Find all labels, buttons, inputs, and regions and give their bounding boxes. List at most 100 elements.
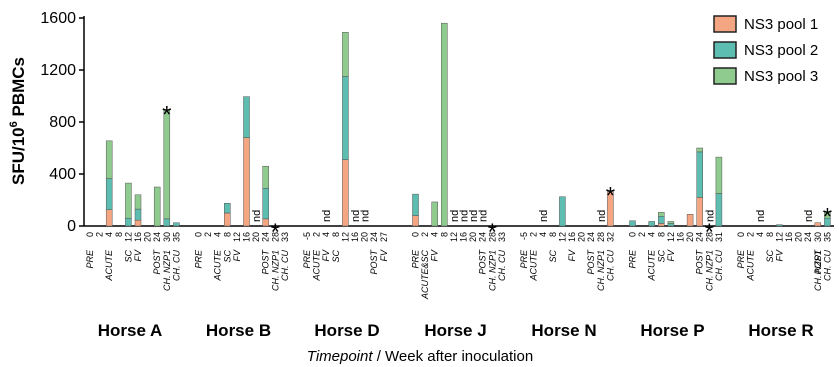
x-axis-title-italic: Timepoint [307, 348, 374, 365]
week-tick-label: -5 [302, 232, 312, 240]
week-tick-label: 8 [765, 232, 775, 237]
bar-segment-pool-1 [262, 218, 269, 227]
week-tick-label: 24 [586, 232, 596, 242]
timepoint-annotation: FV [430, 249, 440, 261]
bar-segment-pool-2 [134, 208, 142, 221]
week-tick-label: 16 [459, 232, 469, 242]
week-tick-label: 12 [774, 232, 784, 242]
bar-segment-pool-3 [696, 147, 703, 153]
bar-segment-pool-2 [173, 222, 180, 227]
week-tick-label: 8 [114, 232, 124, 237]
week-tick-label: 2 [746, 232, 756, 237]
week-tick-label: 4 [104, 232, 114, 237]
y-axis-title-main: SFU/10 [9, 127, 28, 185]
bar-segment-pool-2 [105, 178, 113, 211]
timepoint-annotation: PRE [519, 249, 529, 269]
bar-segment-pool-3 [262, 165, 269, 189]
timepoint-annotation: PRE [194, 249, 204, 269]
week-tick-label: 24 [369, 232, 379, 242]
week-tick-label: 20 [360, 232, 370, 242]
bar-segment-pool-1 [412, 215, 419, 227]
bar-segment-pool-2 [243, 96, 250, 138]
nd-label: nd [538, 210, 550, 222]
week-tick-label: 28 [270, 232, 280, 242]
week-tick-label: 12 [557, 232, 567, 242]
timepoint-annotation: CH. CU [714, 250, 724, 281]
horse-name-label: Horse P [640, 321, 704, 340]
timepoint-annotation: POST [261, 249, 271, 275]
bar-segment-pool-1 [243, 137, 250, 227]
legend-label: NS3 pool 1 [744, 16, 818, 33]
week-tick-label: 20 [577, 232, 587, 242]
legend-label: NS3 pool 3 [744, 68, 818, 85]
legend-swatch [713, 41, 737, 59]
bar-segment-pool-2 [696, 151, 703, 198]
week-tick-label: 24 [152, 232, 162, 242]
timepoint-annotation: CH. NZP1 [162, 250, 172, 291]
week-tick-label: 35 [822, 232, 832, 242]
nd-label: nd [755, 210, 767, 222]
timepoint-annotation: FV [133, 249, 143, 261]
week-tick-label: 8 [548, 232, 558, 237]
significance-star: * [162, 101, 171, 128]
legend-swatch [713, 67, 737, 85]
week-tick-label: -5 [519, 232, 529, 240]
bar-segment-pool-1 [342, 159, 349, 227]
week-tick-label: 24 [478, 232, 488, 242]
bar-segment-pool-1 [607, 191, 614, 227]
week-tick-label: 16 [133, 232, 143, 242]
timepoint-annotation: ACUTE [647, 249, 657, 281]
horse-name-label: Horse A [98, 321, 163, 340]
week-tick-label: 2 [637, 232, 647, 237]
horse-name-label: Horse J [424, 321, 486, 340]
timepoint-annotation: SC [222, 250, 232, 263]
week-tick-label: 24 [695, 232, 705, 242]
timepoint-annotation: CH. CU [171, 250, 181, 281]
nd-label: nd [803, 210, 815, 222]
legend-label: NS3 pool 2 [744, 42, 818, 59]
timepoint-annotation: ACUTE [104, 249, 114, 281]
timepoint-annotation: FV [774, 249, 784, 261]
week-tick-label: 4 [321, 232, 331, 237]
bar-segment-pool-3 [441, 22, 448, 227]
bar-segment-pool-2 [658, 216, 665, 224]
bar-segment-pool-2 [262, 188, 269, 220]
y-axis-title: SFU/106 PBMCs [8, 57, 28, 185]
significance-star: * [606, 183, 615, 210]
significance-star: * [823, 203, 832, 230]
bar-segment-pool-3 [105, 140, 113, 179]
bar-segment-pool-3 [125, 182, 132, 219]
timepoint-annotation: ACUTE&SC [420, 250, 430, 301]
bar-segment-pool-1 [686, 214, 694, 227]
timepoint-annotation: CH. CU [822, 250, 832, 281]
timepoint-annotation: SC [123, 250, 133, 263]
horse-name-label: Horse D [314, 321, 379, 340]
timepoint-annotation: CH. NZP1 [596, 250, 606, 291]
week-tick-label: 20 [685, 232, 695, 242]
timepoint-annotation: ACUTE [529, 249, 539, 281]
week-tick-label: 8 [331, 232, 341, 237]
week-tick-label: 16 [567, 232, 577, 242]
significance-star: * [271, 219, 280, 246]
horse-name-label: Horse N [531, 321, 596, 340]
timepoint-annotation: PRE [736, 249, 746, 269]
week-tick-label: 20 [794, 232, 804, 242]
timepoint-annotation: CH. NZP1 [813, 250, 823, 291]
week-tick-label: 32 [605, 232, 615, 242]
week-tick-label: 20 [468, 232, 478, 242]
y-tick-label: 1200 [40, 62, 76, 79]
week-tick-label: 12 [666, 232, 676, 242]
bar-segment-pool-3 [163, 110, 171, 220]
week-tick-label: 30 [162, 232, 172, 242]
timepoint-annotation: PRE [85, 249, 95, 269]
week-tick-label: 0 [736, 232, 746, 237]
nd-label: nd [360, 210, 372, 222]
y-tick-label: 1600 [40, 10, 76, 27]
week-tick-label: 33 [280, 232, 290, 242]
week-tick-label: 12 [340, 232, 350, 242]
